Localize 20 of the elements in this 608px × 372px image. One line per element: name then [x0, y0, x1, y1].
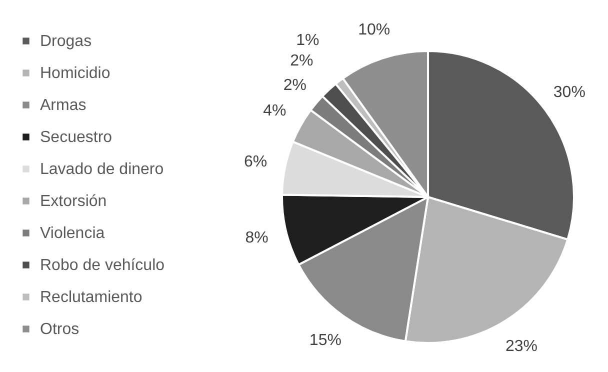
legend-label: Lavado de dinero — [40, 161, 164, 178]
data-label: 23% — [505, 338, 538, 356]
legend-label: Reclutamiento — [40, 289, 142, 306]
data-label: 30% — [553, 84, 586, 102]
data-label: 15% — [309, 332, 342, 350]
legend-label: Robo de vehículo — [40, 257, 165, 274]
legend-label: Drogas — [40, 33, 92, 50]
data-label: 4% — [263, 102, 286, 120]
data-label: 6% — [244, 154, 268, 171]
legend-label: Armas — [40, 97, 86, 114]
legend-label: Homicidio — [40, 65, 110, 82]
data-label: 2% — [290, 52, 314, 70]
legend-label: Otros — [40, 321, 80, 338]
legend-label: Secuestro — [40, 129, 112, 146]
legend-label: Extorsión — [40, 193, 107, 210]
data-label: 2% — [283, 76, 306, 94]
data-label: 10% — [358, 21, 390, 38]
data-label: 8% — [245, 230, 268, 247]
data-label: 1% — [296, 32, 320, 49]
legend-label: Violencia — [40, 225, 105, 242]
